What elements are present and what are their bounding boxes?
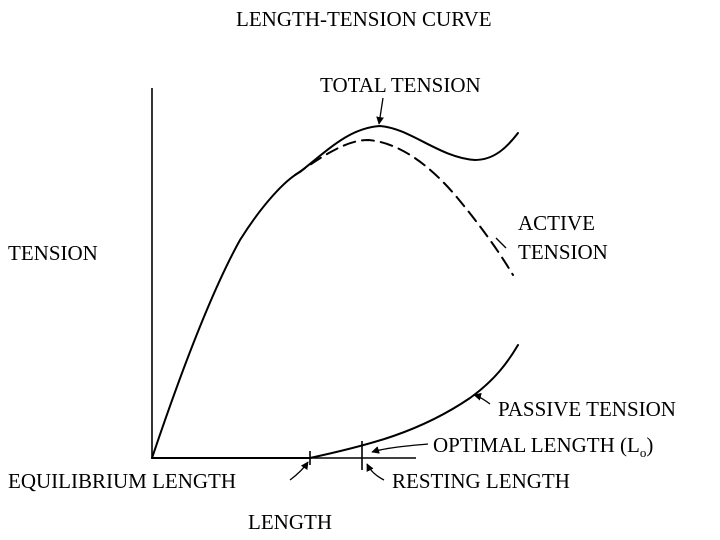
active-tension-label-line1: ACTIVE (518, 211, 595, 235)
resting-length-label: RESTING LENGTH (392, 469, 570, 493)
optimal-length-pointer (371, 443, 429, 454)
passive-tension-pointer (473, 392, 491, 405)
active-tension-pointer (495, 237, 507, 249)
optimal-length-text: OPTIMAL LENGTH (L (433, 433, 640, 457)
y-axis-label: TENSION (8, 241, 98, 265)
passive-tension-label: PASSIVE TENSION (498, 397, 676, 421)
total-tension-pointer (376, 97, 384, 125)
diagram-title: LENGTH-TENSION CURVE (236, 7, 492, 31)
equilibrium-length-label: EQUILIBRIUM LENGTH (8, 469, 236, 493)
x-axis-label: LENGTH (248, 510, 332, 534)
optimal-length-label: OPTIMAL LENGTH (Lo) (433, 433, 653, 460)
equilibrium-length-pointer (289, 461, 309, 481)
active-tension-curve (294, 139, 514, 276)
passive-tension-curve (151, 344, 519, 459)
total-tension-curve (151, 125, 519, 459)
resting-length-pointer (366, 463, 385, 481)
optimal-length-subscript: o (640, 445, 647, 460)
total-tension-label: TOTAL TENSION (320, 73, 481, 97)
optimal-length-close: ) (646, 433, 653, 457)
active-tension-label-line2: TENSION (518, 240, 608, 264)
